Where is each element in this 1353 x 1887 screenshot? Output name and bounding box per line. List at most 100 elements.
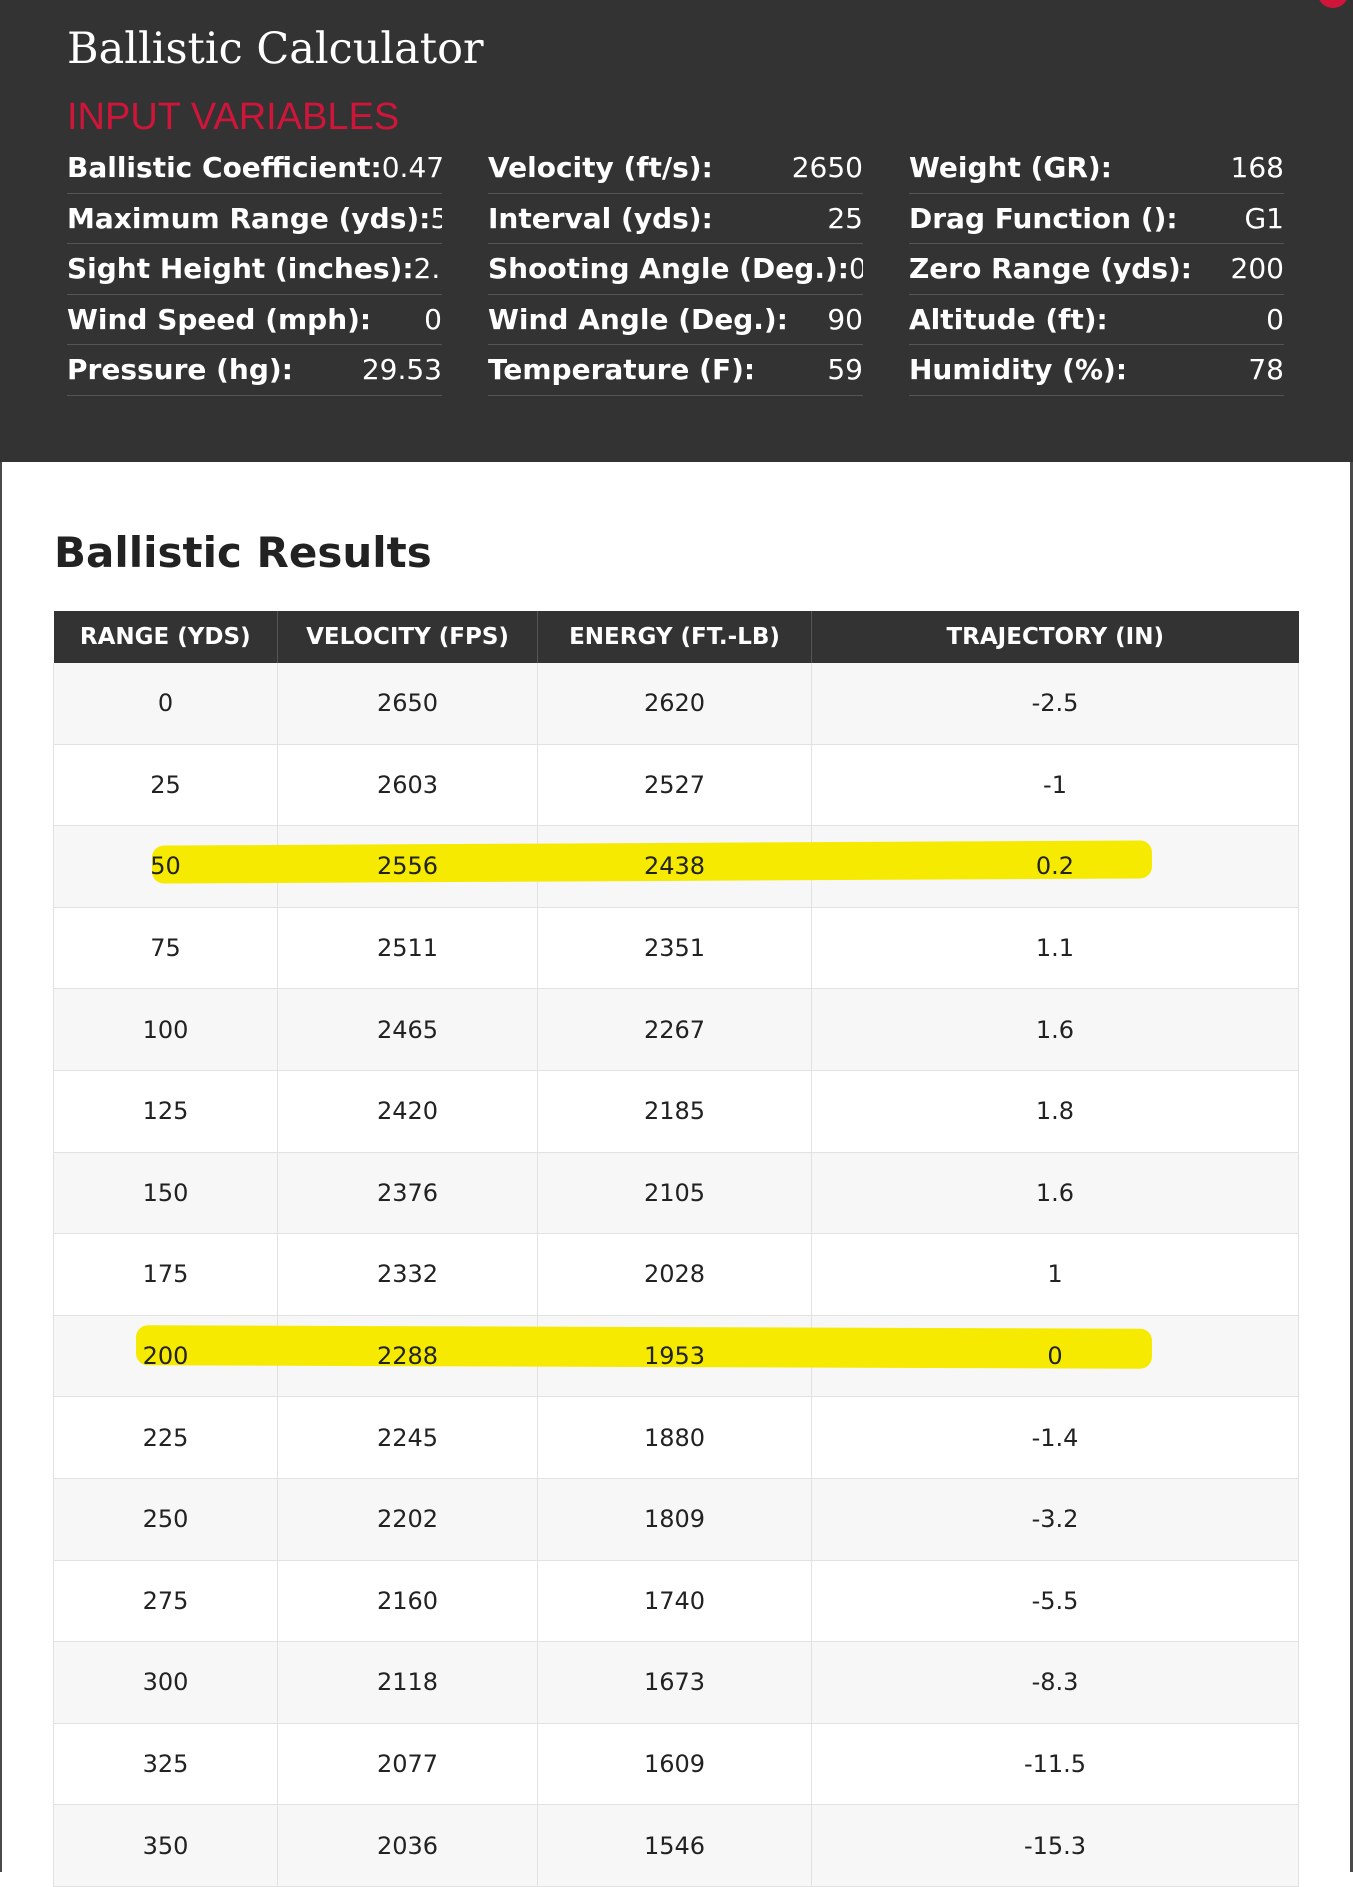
input-field[interactable]: Ballistic Coefficient:0.475	[67, 143, 442, 194]
cell-value: 150	[142, 1178, 189, 1207]
cell-value: 2185	[643, 1097, 706, 1126]
table-row: 225 2245 1880 -1.4	[53, 1396, 1299, 1479]
cell-value: 1673	[643, 1668, 706, 1697]
input-value[interactable]: 0	[849, 252, 863, 285]
column-header: ENERGY (FT.-LB)	[537, 611, 812, 663]
input-value[interactable]: 59	[827, 353, 863, 387]
table-cell: 0	[811, 1315, 1299, 1398]
table-cell: 2160	[277, 1560, 538, 1643]
cell-value: 2105	[643, 1178, 706, 1207]
input-label: Weight (GR):	[909, 151, 1112, 185]
cell-value: 1546	[643, 1831, 706, 1860]
cell-value: 1.8	[1035, 1097, 1075, 1126]
table-row: 250 2202 1809 -3.2	[53, 1478, 1299, 1561]
table-row: 275 2160 1740 -5.5	[53, 1560, 1299, 1643]
results-table: RANGE (YDS) VELOCITY (FPS) ENERGY (FT.-LB)…	[53, 611, 1299, 1887]
cell-value: 2511	[376, 934, 439, 963]
input-field[interactable]: Sight Height (inches):2.5	[67, 244, 442, 295]
cell-value: 2527	[643, 770, 706, 799]
table-cell: 2245	[277, 1396, 538, 1479]
input-field[interactable]: Velocity (ft/s): 2650	[488, 143, 863, 194]
input-label: Wind Speed (mph):	[67, 302, 372, 336]
table-cell: 2603	[277, 744, 538, 827]
input-value[interactable]: 0	[424, 302, 442, 336]
table-cell: 150	[53, 1152, 278, 1235]
table-cell: -8.3	[811, 1641, 1299, 1724]
input-label: Temperature (F):	[488, 353, 756, 387]
input-field[interactable]: Drag Function (): G1	[909, 194, 1284, 244]
input-value[interactable]: 168	[1230, 151, 1284, 185]
input-value[interactable]: 25	[827, 201, 863, 235]
table-row: 200 2288 1953 0	[53, 1315, 1299, 1398]
close-button[interactable]	[1318, 0, 1348, 8]
input-value[interactable]: 90	[827, 302, 863, 336]
cell-value: -11.5	[1023, 1750, 1087, 1779]
input-field[interactable]: Interval (yds): 25	[488, 194, 863, 244]
table-header-row: RANGE (YDS) VELOCITY (FPS) ENERGY (FT.-LB)…	[53, 611, 1299, 663]
input-panel: Ballistic Calculator INPUT VARIABLES Bal…	[0, 0, 1353, 462]
input-field[interactable]: Wind Angle (Deg.): 90	[488, 295, 863, 345]
table-cell: 2202	[277, 1478, 538, 1561]
cell-value: 2603	[376, 770, 439, 799]
table-cell: 0.2	[811, 825, 1299, 908]
input-value[interactable]: 2650	[791, 151, 863, 185]
cell-value: 2288	[376, 1342, 439, 1371]
window-left-border	[0, 0, 2, 1872]
table-cell: 2650	[277, 663, 538, 745]
input-field[interactable]: Weight (GR): 168	[909, 143, 1284, 194]
table-cell: 250	[53, 1478, 278, 1561]
table-cell: 1740	[537, 1560, 812, 1643]
table-row: 300 2118 1673 -8.3	[53, 1641, 1299, 1724]
table-cell: 25	[53, 744, 278, 827]
input-field[interactable]: Humidity (%): 78	[909, 345, 1284, 396]
input-variables-grid: Ballistic Coefficient:0.475 Velocity (ft/…	[67, 143, 1284, 397]
input-value[interactable]: 0.475	[381, 151, 442, 185]
table-cell: 1953	[537, 1315, 812, 1398]
table-row: 75 2511 2351 1.1	[53, 907, 1299, 990]
window-right-border	[1350, 0, 1353, 1872]
cell-value: 25	[150, 770, 181, 799]
cell-value: 2465	[376, 1015, 439, 1044]
cell-value: 225	[142, 1423, 189, 1452]
cell-value: 2556	[376, 852, 439, 881]
table-cell: 2511	[277, 907, 538, 990]
table-row: 50 2556 2438 0.2	[53, 825, 1299, 908]
table-cell: -1	[811, 744, 1299, 827]
input-value[interactable]: 29.53	[361, 353, 442, 387]
input-label: Maximum Range (yds):	[67, 201, 431, 235]
table-cell: 2556	[277, 825, 538, 908]
input-label: Sight Height (inches):	[67, 252, 414, 286]
input-value[interactable]: 78	[1248, 353, 1284, 387]
cell-value: 1609	[643, 1750, 706, 1779]
input-field[interactable]: Maximum Range (yds):500	[67, 194, 442, 244]
table-row: 350 2036 1546 -15.3	[53, 1804, 1299, 1887]
input-value[interactable]: 200	[1230, 252, 1284, 286]
input-label: Drag Function ():	[909, 201, 1178, 235]
input-value[interactable]: 0	[1266, 302, 1284, 336]
table-cell: 1.8	[811, 1070, 1299, 1153]
input-value[interactable]: 2.5	[413, 252, 442, 286]
input-label: Pressure (hg):	[67, 353, 293, 387]
input-field[interactable]: Wind Speed (mph): 0	[67, 295, 442, 345]
table-cell: 0	[53, 663, 278, 745]
input-value[interactable]: G1	[1244, 201, 1284, 235]
column-header: TRAJECTORY (IN)	[811, 611, 1299, 663]
input-field[interactable]: Pressure (hg): 29.53	[67, 345, 442, 396]
cell-value: 2028	[643, 1260, 706, 1289]
table-cell: 2105	[537, 1152, 812, 1235]
input-value[interactable]: 500	[430, 202, 442, 235]
cell-value: 0.2	[1035, 852, 1075, 881]
input-field[interactable]: Altitude (ft): 0	[909, 295, 1284, 345]
table-cell: 1609	[537, 1723, 812, 1806]
cell-value: 2420	[376, 1097, 439, 1126]
input-field[interactable]: Temperature (F): 59	[488, 345, 863, 396]
table-cell: 1546	[537, 1804, 812, 1887]
table-cell: -5.5	[811, 1560, 1299, 1643]
input-field[interactable]: Shooting Angle (Deg.):0	[488, 244, 863, 295]
table-cell: 2465	[277, 988, 538, 1071]
table-body: 0 2650 2620 -2.5 25 2603 2527 -1 50 2556 2438 0.2 75…	[53, 663, 1299, 1887]
cell-value: 1	[1047, 1260, 1063, 1289]
cell-value: 1.1	[1035, 934, 1075, 963]
cell-value: 2245	[376, 1423, 439, 1452]
input-field[interactable]: Zero Range (yds): 200	[909, 244, 1284, 295]
